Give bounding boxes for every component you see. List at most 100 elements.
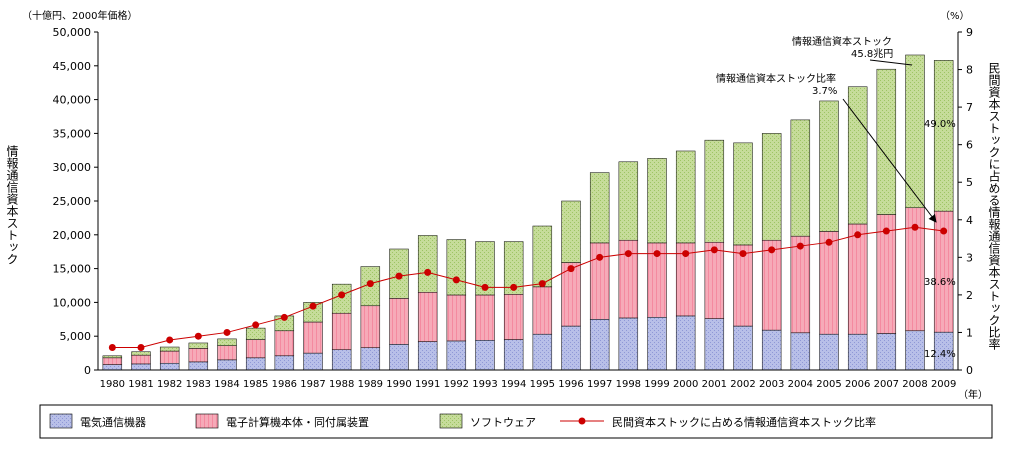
- legend-label-software: ソフトウェア: [470, 416, 536, 429]
- bar-segment-computer: [761, 239, 782, 331]
- y-tick-label: 30,000: [53, 161, 92, 174]
- y2-tick-label: 8: [966, 64, 973, 77]
- bar-segment-telecom: [360, 347, 381, 371]
- ratio-point: [624, 250, 632, 258]
- x-tick-label: 2009: [931, 379, 956, 390]
- bar-segment-computer: [819, 231, 839, 335]
- bar-segment-computer: [102, 357, 123, 365]
- bar-segment-computer: [704, 241, 725, 319]
- bar-segment-computer: [389, 298, 409, 345]
- bar-segment-software: [876, 68, 897, 215]
- x-tick-label: 2004: [788, 379, 813, 390]
- ratio-point: [538, 280, 546, 288]
- legend-label-computer: 電子計算機本体・同付属装置: [226, 415, 369, 429]
- bar-segment-computer: [245, 339, 266, 359]
- bar-segment-computer: [417, 292, 438, 342]
- x-tick-label: 1986: [272, 379, 297, 390]
- bar-segment-telecom: [790, 332, 811, 371]
- legend: 電気通信機器 電子計算機本体・同付属装置 ソフトウェア 民間資本ストックに占める…: [39, 404, 993, 439]
- x-tick-label: 2002: [730, 379, 755, 390]
- bar-segment-telecom: [274, 355, 295, 371]
- ratio-point: [940, 227, 948, 235]
- x-tick-label: 1990: [386, 379, 411, 390]
- ratio-point: [395, 272, 403, 280]
- y2-axis-ticks: 0 1 2 3 4 5 6 7 8 9: [958, 26, 973, 377]
- ratio-point: [768, 246, 776, 254]
- x-axis-ticks: 1980 1981 1982 1983 1984 1985 1986 1987 1988 1989…: [100, 379, 957, 390]
- bar-segment-software: [905, 54, 925, 209]
- bar-segment-telecom: [675, 315, 696, 371]
- ratio-point: [567, 265, 575, 273]
- y-tick-label: 40,000: [53, 94, 92, 107]
- ratio-point: [825, 238, 833, 246]
- y2-axis-title: 民間資本ストックに占める情報通信資本ストック比率: [987, 62, 1001, 350]
- bar-segment-computer: [532, 286, 553, 335]
- bar-segment-software: [819, 100, 839, 232]
- bar-segment-computer: [475, 294, 495, 341]
- ratio-line-series: [108, 223, 948, 351]
- ratio-annotation-value: 3.7%: [812, 86, 837, 97]
- ratio-point: [653, 250, 661, 258]
- x-tick-label: 1983: [186, 379, 211, 390]
- bar-segment-telecom: [876, 333, 897, 371]
- x-tick-label: 2000: [673, 379, 698, 390]
- bar-segment-software: [102, 355, 123, 359]
- x-tick-label: 1997: [587, 379, 612, 390]
- bar-segment-computer: [274, 330, 295, 357]
- bar-segment-telecom: [618, 317, 639, 371]
- bar-segment-software: [417, 235, 438, 293]
- right-unit-label: （%）: [940, 10, 970, 22]
- ratio-point: [309, 302, 317, 310]
- ratio-point: [510, 283, 518, 291]
- y-tick-label: 10,000: [53, 296, 92, 309]
- x-tick-label: 2007: [874, 379, 899, 390]
- bar-segment-software: [532, 225, 553, 288]
- bar-segment-telecom: [303, 352, 323, 371]
- bar-segment-computer: [217, 345, 237, 361]
- ratio-point: [223, 328, 231, 336]
- y-tick-label: 35,000: [53, 127, 92, 140]
- bar-segment-software: [217, 338, 237, 346]
- x-tick-label: 1980: [100, 379, 125, 390]
- y-tick-label: 50,000: [53, 26, 92, 39]
- legend-swatch-software: [439, 413, 463, 429]
- x-tick-label: 1981: [128, 379, 153, 390]
- bar-segment-software: [245, 327, 266, 340]
- y-axis-ticks: 0 5,000 10,000 15,000 20,000 25,000 30,000 35,0…: [53, 26, 98, 377]
- y2-tick-label: 6: [966, 139, 973, 152]
- bar-segment-telecom: [847, 333, 868, 371]
- bar-segment-telecom: [905, 330, 925, 371]
- ratio-point: [194, 332, 202, 340]
- ratio-annotation-title: 情報通信資本ストック比率: [716, 72, 836, 85]
- stock-annotation-leader: [869, 59, 913, 66]
- bar-segment-telecom: [532, 333, 553, 371]
- share-software-label: 49.0%: [924, 119, 956, 130]
- x-tick-label: 1991: [415, 379, 440, 390]
- y2-tick-label: 5: [966, 176, 973, 189]
- ratio-point: [710, 246, 718, 254]
- x-tick-label: 1996: [558, 379, 583, 390]
- bar-segment-software: [503, 241, 524, 295]
- ratio-point: [452, 276, 460, 284]
- bar-segment-computer: [790, 235, 811, 334]
- x-tick-label: 2005: [816, 379, 841, 390]
- bar-segment-software: [331, 283, 352, 314]
- bar-segment-telecom: [561, 325, 581, 371]
- ratio-point: [481, 283, 489, 291]
- x-tick-label: 1982: [157, 379, 182, 390]
- x-tick-label: 1988: [329, 379, 354, 390]
- legend-marker-ratio: [578, 417, 586, 425]
- bar-segment-telecom: [761, 329, 782, 371]
- bar-segment-computer: [303, 321, 323, 354]
- x-tick-label: 1989: [358, 379, 383, 390]
- ratio-point: [338, 291, 346, 299]
- ratio-annotation-arrow: [842, 98, 937, 223]
- bar-segment-telecom: [159, 362, 180, 371]
- bar-segment-telecom: [389, 344, 409, 371]
- legend-label-telecom: 電気通信機器: [80, 415, 146, 429]
- y-tick-label: 15,000: [53, 263, 92, 276]
- bar-segment-telecom: [245, 357, 266, 371]
- bar-segment-software: [733, 142, 753, 246]
- bar-segment-software: [761, 133, 782, 241]
